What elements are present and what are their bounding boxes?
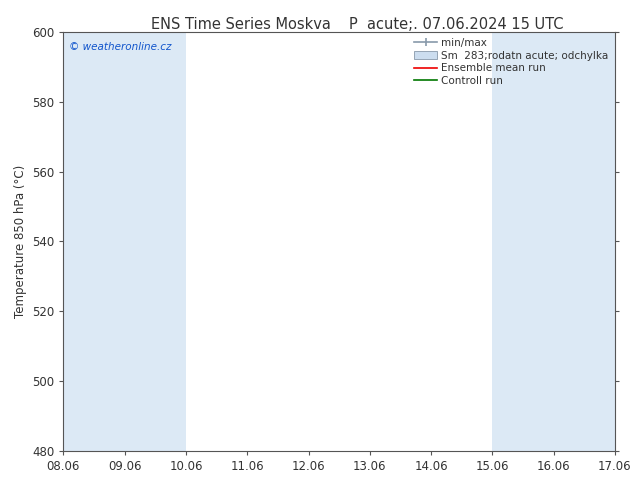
Legend: min/max, Sm  283;rodatn acute; odchylka, Ensemble mean run, Controll run: min/max, Sm 283;rodatn acute; odchylka, …: [411, 35, 612, 89]
Text: ENS Time Series Moskva: ENS Time Series Moskva: [151, 17, 331, 32]
Text: P  acute;. 07.06.2024 15 UTC: P acute;. 07.06.2024 15 UTC: [349, 17, 564, 32]
Bar: [493, 32, 615, 451]
Y-axis label: Temperature 850 hPa (°C): Temperature 850 hPa (°C): [13, 165, 27, 318]
Bar: [63, 32, 186, 451]
Text: © weatheronline.cz: © weatheronline.cz: [69, 42, 171, 52]
